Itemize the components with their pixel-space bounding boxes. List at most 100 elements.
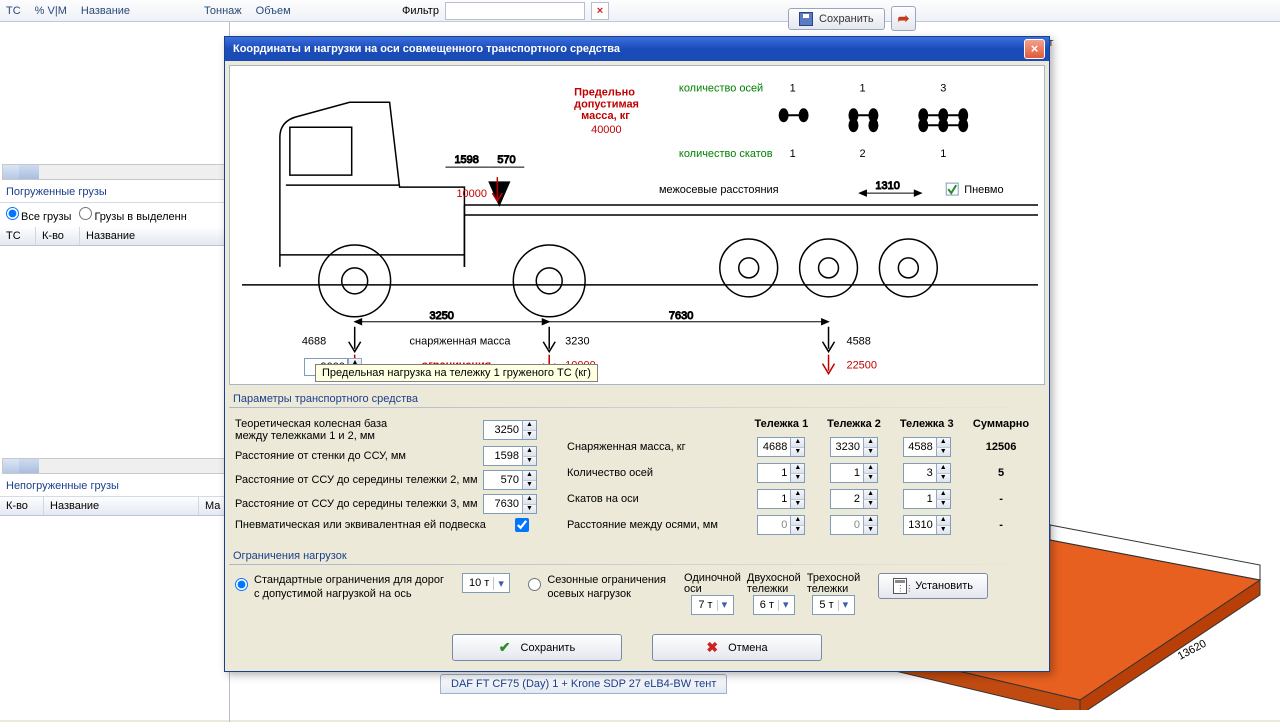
filter-label: Фильтр [402, 5, 439, 17]
param-wall-ssu-input[interactable]: ▲▼ [483, 446, 537, 466]
dialog-title: Координаты и нагрузки на оси совмещенног… [233, 43, 1024, 55]
col-name: Название [81, 5, 130, 17]
row-tires-label: Скатов на оси [565, 486, 745, 512]
interaxle-b3-input[interactable]: ▲▼ [903, 515, 951, 535]
close-icon[interactable]: × [1024, 39, 1045, 59]
svg-text:1310: 1310 [875, 180, 899, 192]
svg-text:3: 3 [940, 82, 946, 94]
check-icon: ✔ [499, 639, 511, 656]
bg-left-panel: Погруженные грузы Все грузы Грузы в выде… [0, 22, 230, 722]
filter-input[interactable] [445, 2, 585, 20]
radio-selected-cargo[interactable]: Грузы в выделенн [79, 207, 186, 223]
svg-text:1598: 1598 [454, 154, 478, 166]
set-limits-button[interactable]: Установить [878, 573, 988, 599]
bg-scrollbar-2[interactable] [2, 458, 227, 474]
loaded-cargo-title: Погруженные грузы [0, 182, 229, 203]
svg-text:10000: 10000 [456, 188, 487, 200]
col-double-bogie-label: Двухосной тележки [747, 573, 801, 595]
tires-sum: - [963, 486, 1039, 512]
svg-text:Пневмо: Пневмо [964, 184, 1003, 196]
limits-group-title: Ограничения нагрузок [229, 546, 1045, 564]
svg-text:количество осей: количество осей [679, 82, 763, 94]
svg-text:3250: 3250 [430, 310, 454, 322]
param-ssu-b2-label: Расстояние от ССУ до середины тележки 2,… [235, 474, 483, 486]
interaxle-b2-input[interactable]: ▲▼ [830, 515, 878, 535]
axles-b2-input[interactable]: ▲▼ [830, 463, 878, 483]
param-pnevmo-checkbox[interactable] [515, 518, 529, 532]
save-button[interactable]: ✔ Сохранить [452, 634, 622, 661]
param-ssu-b3-label: Расстояние от ССУ до середины тележки 3,… [235, 498, 483, 510]
standard-limit-select[interactable]: 10 т▾ [462, 573, 510, 593]
row-interaxle-label: Расстояние между осями, мм [565, 512, 745, 538]
svg-text:570: 570 [497, 154, 515, 166]
svg-text:Предельно: Предельно [574, 86, 635, 98]
tires-b1-input[interactable]: ▲▼ [757, 489, 805, 509]
param-wheelbase-input[interactable]: ▲▼ [483, 420, 537, 440]
cancel-button[interactable]: ✖ Отмена [652, 634, 822, 661]
interaxle-sum: - [963, 512, 1039, 538]
radio-all-cargo[interactable]: Все грузы [6, 207, 71, 223]
col-tc: ТС [6, 5, 21, 17]
th-bogie2: Тележка 2 [818, 414, 891, 434]
param-wheelbase-label: Теоретическая колесная база между тележк… [235, 418, 483, 442]
svg-text:межосевые расстояния: межосевые расстояния [659, 184, 779, 196]
tires-b3-input[interactable]: ▲▼ [903, 489, 951, 509]
svg-text:22500: 22500 [846, 360, 877, 372]
mass-b1-input[interactable]: ▲▼ [757, 437, 805, 457]
svg-text:4688: 4688 [302, 336, 326, 348]
unloaded-cargo-title: Непогруженные грузы [0, 476, 229, 497]
bg-scrollbar-1[interactable] [2, 164, 227, 180]
svg-text:1: 1 [940, 148, 946, 160]
axles-b3-input[interactable]: ▲▼ [903, 463, 951, 483]
col-vol: Объем [256, 5, 291, 17]
calculator-icon [893, 578, 907, 594]
interaxle-b1-input[interactable]: ▲▼ [757, 515, 805, 535]
col-ton: Тоннаж [204, 5, 242, 17]
bg-save-button[interactable]: Сохранить [788, 8, 885, 30]
mass-b3-input[interactable]: ▲▼ [903, 437, 951, 457]
svg-text:количество скатов: количество скатов [679, 148, 773, 160]
svg-text:2: 2 [859, 148, 865, 160]
triple-bogie-select[interactable]: 5 т▾ [812, 595, 854, 615]
loaded-table-header: ТС К-во Название [0, 227, 229, 246]
dialog-titlebar[interactable]: Координаты и нагрузки на оси совмещенног… [225, 37, 1049, 61]
radio-seasonal-label: Сезонные ограничения осевых нагрузок [547, 573, 666, 601]
svg-text:4588: 4588 [846, 336, 870, 348]
bg-export-button[interactable]: ➦ [891, 6, 917, 31]
col-triple-bogie-label: Трехосной тележки [807, 573, 860, 595]
single-axle-select[interactable]: 7 т▾ [691, 595, 733, 615]
svg-text:снаряженная масса: снаряженная масса [410, 336, 512, 348]
col-single-axle-label: Одиночной оси [684, 573, 741, 595]
x-icon: ✖ [706, 639, 718, 656]
param-wall-ssu-label: Расстояние от стенки до ССУ, мм [235, 450, 483, 462]
th-bogie1: Тележка 1 [745, 414, 818, 434]
col-pct: % V|M [35, 5, 67, 17]
bg-bottom-tab[interactable]: DAF FT CF75 (Day) 1 + Krone SDP 27 eLB4-… [440, 674, 727, 694]
radio-standard-limits[interactable] [235, 578, 248, 591]
param-ssu-b3-input[interactable]: ▲▼ [483, 494, 537, 514]
mass-sum: 12506 [963, 434, 1039, 460]
truck-diagram: 1598 570 3250 7630 1310 [229, 65, 1045, 385]
param-ssu-b2-input[interactable]: ▲▼ [483, 470, 537, 490]
params-group-title: Параметры транспортного средства [229, 389, 1045, 407]
axles-sum: 5 [963, 460, 1039, 486]
svg-text:7630: 7630 [669, 310, 693, 322]
svg-text:1: 1 [790, 148, 796, 160]
svg-text:допустимая: допустимая [574, 98, 639, 110]
tires-b2-input[interactable]: ▲▼ [830, 489, 878, 509]
svg-text:1: 1 [790, 82, 796, 94]
radio-seasonal-limits[interactable] [528, 578, 541, 591]
row-axles-label: Количество осей [565, 460, 745, 486]
row-mass-label: Снаряженная масса, кг [565, 434, 745, 460]
disk-icon [799, 12, 813, 26]
axle-loads-dialog: Координаты и нагрузки на оси совмещенног… [224, 36, 1050, 672]
axles-b1-input[interactable]: ▲▼ [757, 463, 805, 483]
mass-b2-input[interactable]: ▲▼ [830, 437, 878, 457]
svg-text:1: 1 [859, 82, 865, 94]
filter-clear-icon[interactable]: × [591, 2, 609, 20]
double-bogie-select[interactable]: 6 т▾ [753, 595, 795, 615]
unloaded-table-header: К-во Название Ма [0, 497, 229, 516]
th-bogie3: Тележка 3 [890, 414, 963, 434]
left-params-column: Теоретическая колесная база между тележк… [229, 412, 559, 540]
radio-standard-label: Стандартные ограничения для дорог с допу… [254, 573, 444, 601]
